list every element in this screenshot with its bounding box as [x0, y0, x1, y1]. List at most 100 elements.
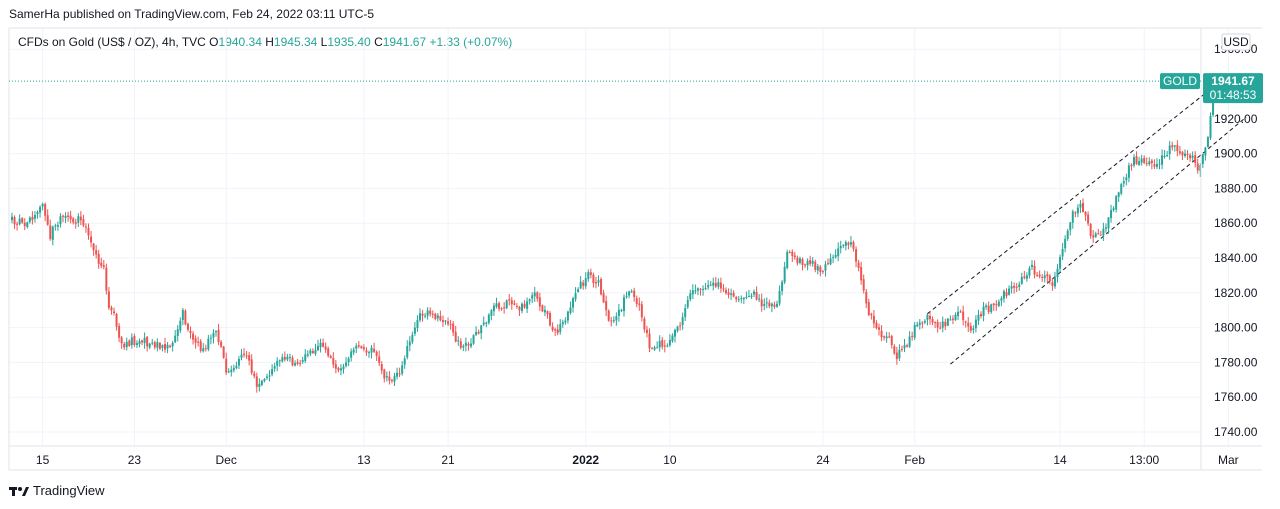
- candle-body: [1155, 163, 1158, 168]
- candle-body: [329, 356, 332, 358]
- candle-body: [288, 357, 291, 359]
- candle-body: [906, 345, 909, 347]
- candle-body: [740, 298, 743, 300]
- candle-body: [179, 320, 182, 331]
- candle-body: [396, 372, 399, 377]
- candle-body: [982, 306, 985, 316]
- candle-body: [829, 258, 832, 265]
- candle-body: [811, 260, 814, 264]
- candle-body: [510, 300, 513, 305]
- candle-body: [102, 265, 105, 268]
- candle-body: [28, 217, 31, 222]
- candle-body: [255, 376, 258, 387]
- time-tick-label: 21: [441, 453, 455, 467]
- candle-body: [1153, 164, 1156, 167]
- candle-body: [878, 327, 880, 330]
- candle-body: [324, 346, 327, 350]
- candle-body: [1031, 264, 1033, 267]
- candle-body: [436, 315, 439, 319]
- candle-body: [457, 340, 460, 342]
- candle-body: [577, 289, 580, 293]
- candle-body: [1127, 165, 1130, 178]
- candle-body: [985, 305, 988, 308]
- candle-body: [936, 321, 939, 328]
- candle-body: [793, 255, 796, 258]
- candle-body: [74, 222, 77, 224]
- candle-body: [921, 322, 924, 324]
- candle-body: [39, 207, 42, 213]
- candle-body: [431, 313, 434, 315]
- time-axis[interactable]: 15 23 Dec 13 21 2022 10 24 Feb 14 13:00 Mar: [36, 453, 1239, 467]
- candle-body: [146, 336, 149, 347]
- candle-body: [668, 339, 671, 346]
- candle-body: [495, 303, 498, 307]
- candle-body: [90, 236, 93, 243]
- candle-body: [184, 310, 187, 325]
- candle-body: [23, 222, 26, 227]
- candle-body: [1117, 192, 1120, 197]
- candle-body: [561, 322, 564, 325]
- price-tag: [1203, 73, 1263, 104]
- price-tick-label: 1760.00: [1214, 390, 1258, 404]
- time-tick-label: 13: [357, 453, 371, 467]
- candle-body: [508, 299, 511, 301]
- candle-body: [776, 303, 778, 307]
- candle-body: [225, 358, 228, 373]
- candle-body: [1150, 160, 1153, 164]
- time-tick-label: 23: [128, 453, 142, 467]
- high-value: 1945.34: [273, 35, 318, 49]
- candle-body: [314, 349, 317, 354]
- candle-body: [798, 258, 801, 263]
- candle-body: [1181, 152, 1184, 156]
- candle-body: [26, 222, 29, 228]
- candle-body: [174, 335, 177, 343]
- trend-channel: [927, 88, 1247, 365]
- candle-body: [725, 290, 727, 294]
- candle-body: [849, 242, 852, 245]
- price-tag-value: 1941.67: [1211, 74, 1255, 88]
- candle-body: [730, 293, 733, 295]
- candle-body: [694, 290, 697, 292]
- time-tick-label: Feb: [904, 453, 925, 467]
- candle-body: [645, 329, 648, 333]
- currency-box[interactable]: USD: [1221, 33, 1251, 51]
- candle-body: [1056, 268, 1059, 278]
- candle-body: [217, 329, 220, 343]
- candle-body: [1069, 222, 1072, 231]
- candle-body: [987, 305, 990, 312]
- candle-body: [860, 266, 863, 281]
- candle-body: [500, 308, 503, 310]
- candle-body: [1000, 298, 1003, 301]
- candle-body: [597, 280, 600, 283]
- candle-body: [383, 369, 386, 379]
- candle-body: [209, 337, 212, 339]
- candle-body: [253, 373, 256, 377]
- candle-body: [707, 285, 710, 288]
- candle-body: [41, 203, 44, 207]
- candle-body: [1036, 274, 1039, 276]
- footer[interactable]: TradingView: [9, 483, 105, 498]
- candle-body: [36, 212, 39, 214]
- candle-body: [691, 290, 694, 295]
- candle-body: [337, 367, 340, 371]
- candle-body: [1120, 184, 1123, 194]
- candle-body: [839, 246, 842, 249]
- candle-body: [429, 310, 432, 315]
- candle-body: [890, 336, 893, 346]
- candle-body: [594, 281, 597, 284]
- candle-body: [834, 255, 837, 258]
- ticker-tag-label: GOLD: [1163, 74, 1197, 88]
- candle-body: [872, 315, 875, 324]
- candle-body: [1002, 291, 1005, 299]
- candle-body: [1025, 275, 1028, 279]
- candle-body: [169, 345, 172, 348]
- candle-body: [735, 297, 738, 300]
- candle-body: [883, 336, 886, 338]
- candle-body: [760, 299, 763, 307]
- candle-body: [158, 342, 161, 349]
- candle-body: [1099, 234, 1102, 236]
- candle-body: [827, 263, 829, 265]
- candle-body: [1018, 284, 1021, 288]
- candle-body: [11, 216, 13, 221]
